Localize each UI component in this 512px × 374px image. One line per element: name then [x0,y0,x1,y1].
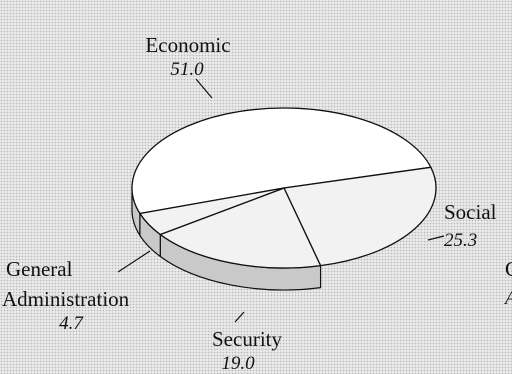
slice-label-general-line1: General [6,257,73,281]
slice-label-general-line2: Administration [2,287,130,311]
leader-security [234,311,245,323]
leader-social [427,235,445,241]
partial-label-c: C [505,257,512,281]
slice-value-social: 25.3 [444,230,477,251]
slice-label-security: Security [212,327,282,351]
slice-economic [131,107,432,215]
slice-social [283,166,437,267]
partial-label-a: A [503,288,512,309]
slice-security [158,187,322,269]
slice-value-general: 4.7 [59,313,84,334]
slice-label-economic: Economic [145,33,230,57]
slice-label-social: Social [444,200,497,224]
slice-value-economic: 51.0 [170,59,204,80]
leader-general [117,250,151,273]
pie-top-layer [131,107,437,269]
slice-value-security: 19.0 [221,353,255,374]
leader-lines [117,78,445,323]
leader-economic [195,78,213,99]
slice-general-administration [138,187,285,236]
